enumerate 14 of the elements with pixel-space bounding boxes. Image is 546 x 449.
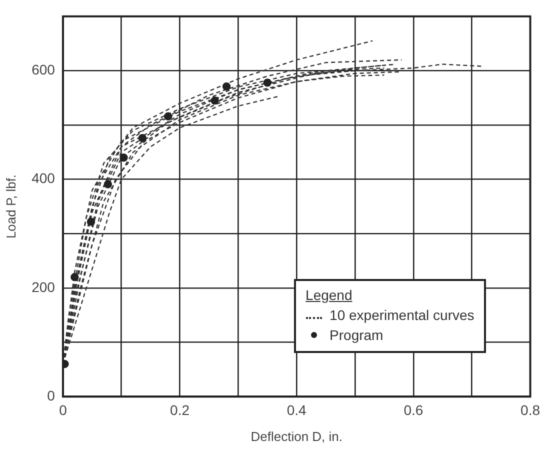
x-tick-label: 0.6 — [404, 402, 424, 418]
y-tick-label: 400 — [32, 170, 56, 186]
y-axis-title: Load P, lbf. — [3, 174, 18, 239]
legend-title: Legend — [306, 286, 354, 305]
y-tick-label: 0 — [47, 387, 56, 404]
x-tick-label: 0.2 — [170, 402, 190, 418]
x-tick-label: 0.4 — [286, 402, 307, 418]
x-axis-title: Deflection D, in. — [250, 428, 342, 444]
y-tick-label: 200 — [32, 278, 56, 295]
y-tick-label: 600 — [32, 62, 56, 78]
legend-label: 10 experimental curves — [330, 306, 474, 325]
legend-label: Program — [330, 326, 384, 345]
x-tick-label: 0.8 — [520, 402, 540, 418]
x-tick-label: 0 — [59, 402, 68, 418]
